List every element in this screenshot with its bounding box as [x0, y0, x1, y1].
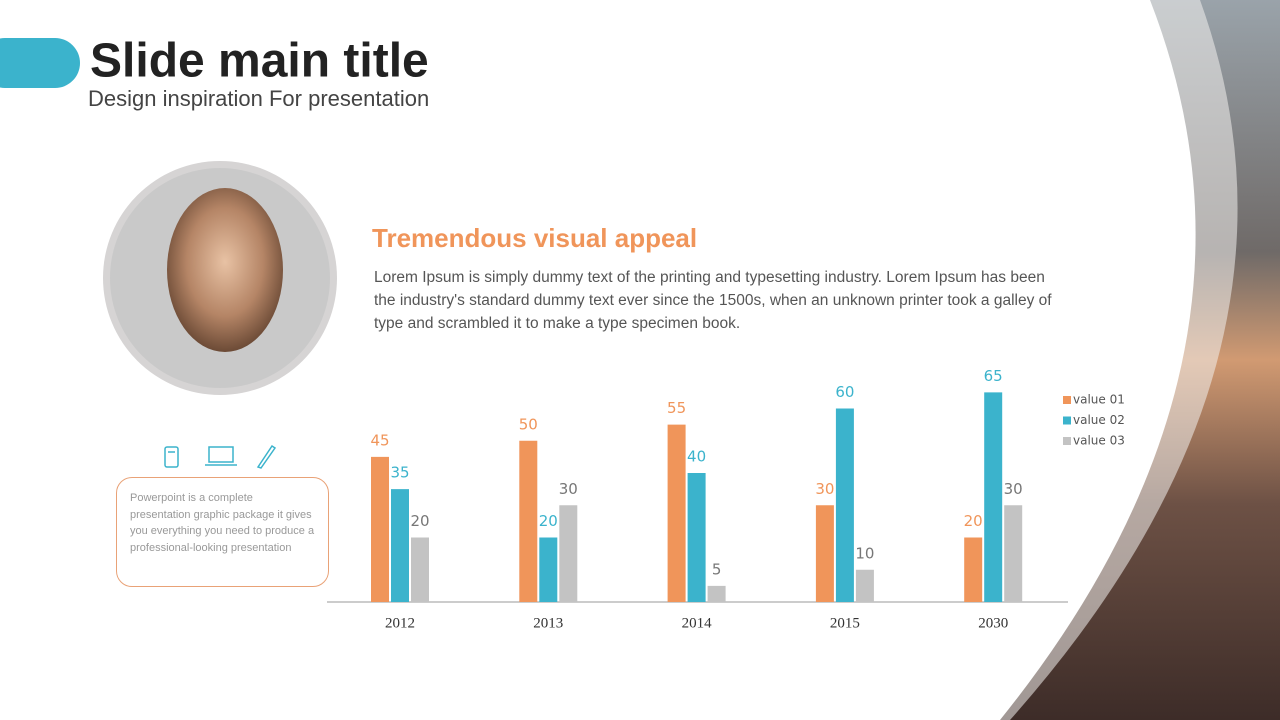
data-label: 20: [410, 512, 429, 530]
data-label: 10: [855, 544, 874, 562]
bar: [519, 440, 538, 602]
bar: [539, 537, 558, 602]
bar: [559, 505, 578, 602]
legend-label: value 03: [1073, 434, 1125, 448]
x-tick-label: 2030: [978, 615, 1008, 631]
bar: [855, 569, 874, 602]
portrait: [167, 188, 283, 352]
section-body: Lorem Ipsum is simply dummy text of the …: [374, 269, 1052, 332]
x-tick-label: 2014: [682, 615, 713, 631]
data-label: 35: [390, 464, 409, 482]
legend-swatch: [1063, 396, 1071, 404]
data-label: 5: [712, 560, 722, 578]
x-tick-label: 2013: [533, 615, 563, 631]
bar: [391, 489, 409, 602]
legend-label: value 02: [1073, 413, 1125, 427]
bar: [707, 585, 726, 602]
bar: [964, 537, 983, 602]
white-arc: [0, 0, 1196, 720]
bar: [411, 537, 429, 602]
title: Slide main title: [90, 35, 429, 88]
subtitle: Design inspiration For presentation: [88, 86, 429, 111]
bar: [371, 456, 389, 602]
icons: [164, 444, 277, 469]
data-label: 55: [667, 399, 686, 417]
title-pill: [0, 38, 80, 88]
data-label: 20: [964, 512, 983, 530]
data-label: 30: [1004, 480, 1023, 498]
bar: [1004, 505, 1023, 602]
data-label: 40: [687, 448, 706, 466]
data-label: 30: [559, 480, 578, 498]
bar: [667, 424, 686, 602]
section-heading: Tremendous visual appeal: [372, 223, 697, 253]
bar: [984, 392, 1003, 602]
data-label: 30: [815, 480, 834, 498]
x-tick-label: 2015: [830, 615, 860, 631]
bar: [815, 505, 834, 602]
data-label: 20: [539, 512, 558, 530]
data-label: 60: [835, 383, 854, 401]
legend-label: value 01: [1073, 393, 1125, 407]
legend-swatch: [1063, 437, 1071, 445]
bar: [687, 473, 706, 602]
note: Powerpoint is a complete presentation gr…: [116, 477, 329, 587]
data-label: 50: [519, 415, 538, 433]
bar: [835, 408, 854, 602]
x-tick-label: 2012: [385, 615, 415, 631]
legend-swatch: [1063, 416, 1071, 425]
data-label: 45: [370, 431, 389, 449]
data-label: 65: [984, 367, 1003, 385]
